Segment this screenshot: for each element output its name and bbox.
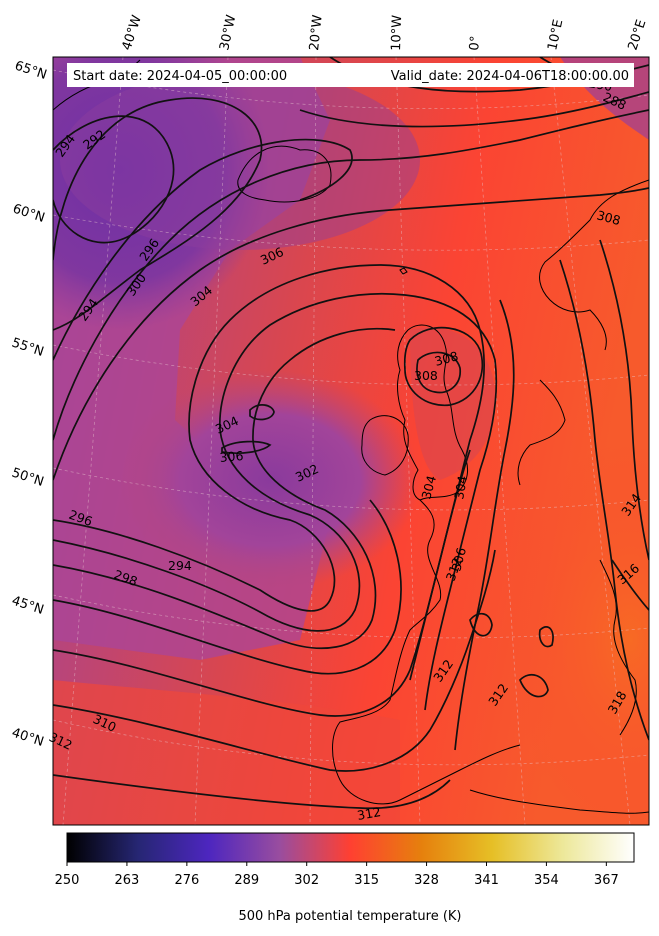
contour-label: 312 [356,804,382,823]
map-frame [52,56,650,826]
contour-label: 308 [595,207,622,228]
header-box: Start date: 2024-04-05_00:00:00 Valid_da… [67,63,634,87]
lon-label: 10°W [389,15,405,52]
colorbar-tick-label: 302 [294,873,319,888]
lon-label: 10°E [545,18,566,52]
latitude-labels: 65°N 60°N 55°N 50°N 45°N 40°N [10,59,49,750]
lat-label: 45°N [10,594,46,618]
valid-date-label: Valid_date: 2024-04-06T18:00:00.00 [391,69,629,84]
colorbar-title: 500 hPa potential temperature (K) [238,909,461,924]
colorbar-tick-label: 328 [414,873,439,888]
colorbar-tick-label: 250 [55,873,80,888]
colorbar-tick-label: 263 [115,873,140,888]
lat-label: 55°N [10,336,46,360]
colorbar-ticks: 250 263 276 289 302 315 328 341 354 367 [55,862,619,888]
lat-label: 50°N [10,466,46,490]
contour-label: 294 [168,558,192,573]
coastlines [53,59,649,814]
contour-label: 304 [418,474,439,501]
lon-label: 30°W [217,13,239,51]
contour-label: 308 [414,368,438,383]
longitude-labels: 40°W 30°W 20°W 10°W 0° 10°E 20°E [120,13,650,52]
temperature-field [53,57,649,825]
colorbar-tick-label: 276 [174,873,199,888]
lon-label: 20°W [307,14,326,51]
lat-label: 65°N [13,59,49,83]
lon-label: 0° [467,35,483,51]
colorbar-tick-label: 289 [234,873,259,888]
lat-label: 40°N [10,726,46,750]
colorbar: 250 263 276 289 302 315 328 341 354 367 500 hPa p… [55,832,635,924]
start-date-label: Start date: 2024-04-05_00:00:00 [73,69,287,84]
contour-label: 306 [448,546,469,573]
contour-label: 306 [219,448,244,465]
colorbar-tick-label: 367 [594,873,619,888]
colorbar-bar [66,832,635,863]
lon-label: 20°E [626,18,650,52]
colorbar-tick-label: 315 [354,873,379,888]
colorbar-tick-label: 341 [474,873,499,888]
contour-label: 308 [433,348,460,369]
contour-label: 304 [451,474,470,500]
colorbar-tick-label: 354 [534,873,559,888]
lat-label: 60°N [11,202,47,226]
contour-lines [53,57,649,810]
contour-labels: 294 292 296 300 304 306 294 304 304 306 … [47,75,644,823]
lon-label: 40°W [120,13,145,52]
